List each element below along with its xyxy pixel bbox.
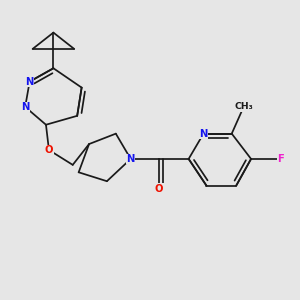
- Text: O: O: [45, 145, 53, 155]
- Text: F: F: [278, 154, 284, 164]
- Text: N: N: [26, 76, 34, 87]
- Text: N: N: [127, 154, 135, 164]
- Text: CH₃: CH₃: [234, 102, 253, 111]
- Text: O: O: [155, 184, 163, 194]
- Text: N: N: [199, 129, 208, 139]
- Text: N: N: [21, 102, 29, 112]
